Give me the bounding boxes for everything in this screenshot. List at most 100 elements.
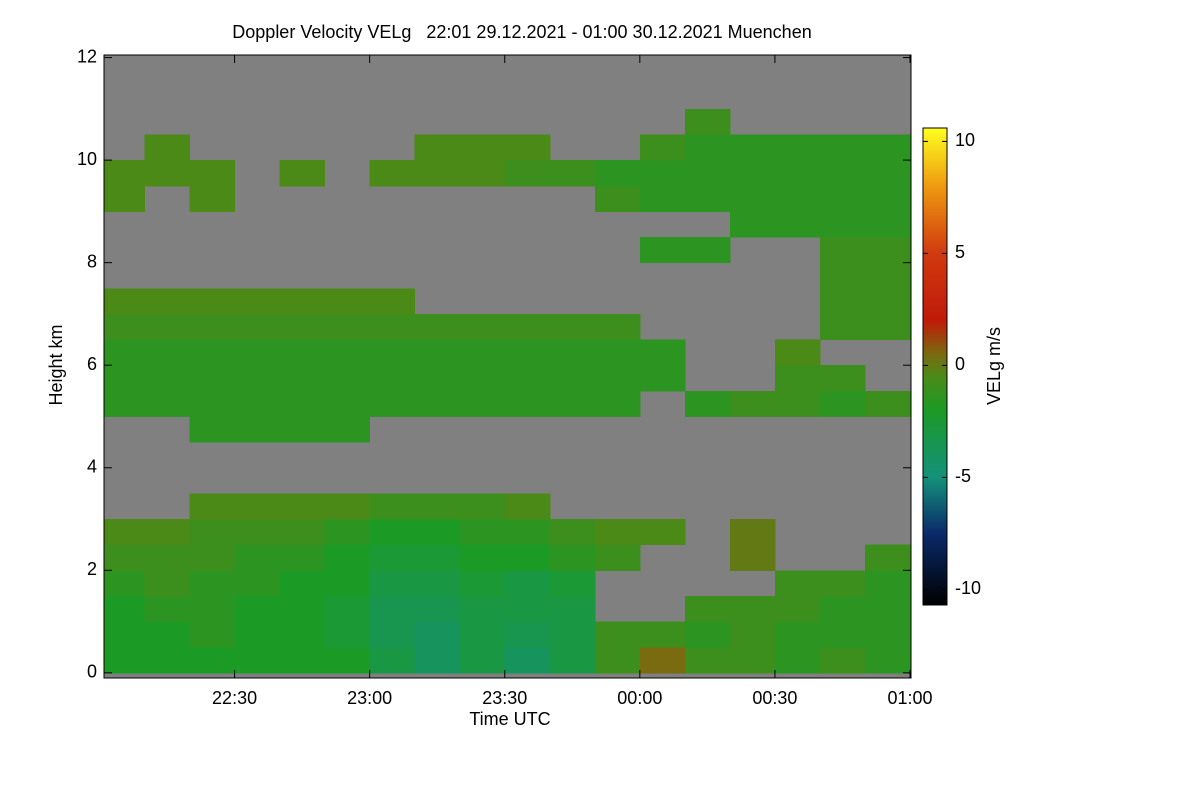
heatmap-cell [189, 339, 236, 366]
heatmap-cell [639, 339, 686, 366]
heatmap-cell [729, 647, 776, 674]
heatmap-cell [459, 647, 506, 674]
x-tick-label: 01:00 [887, 688, 932, 708]
plot-frame [103, 54, 912, 679]
x-tick-label: 23:00 [347, 688, 392, 708]
heatmap-cell [414, 160, 461, 187]
heatmap-cell [459, 390, 506, 417]
heatmap-cell [684, 595, 731, 623]
heatmap-cell [684, 390, 731, 417]
heatmap-cell [639, 365, 686, 392]
heatmap-cell [369, 365, 416, 392]
heatmap-cell [414, 621, 461, 648]
heatmap-cell [279, 160, 326, 187]
heatmap-cell [144, 595, 191, 623]
heatmap-cell [324, 390, 371, 417]
heatmap-cell [144, 160, 191, 187]
chart-title: Doppler Velocity VELg 22:01 29.12.2021 -… [232, 22, 811, 42]
heatmap-cell [279, 595, 326, 623]
heatmap-cell [819, 185, 866, 212]
heatmap-cell [104, 288, 146, 315]
heatmap-cell [144, 570, 191, 597]
y-axis-label: Height km [46, 324, 66, 405]
heatmap-cell [144, 365, 191, 392]
heatmap-cell [684, 160, 731, 187]
heatmap-cell [459, 134, 506, 161]
heatmap-cell [504, 134, 551, 161]
heatmap-cell [504, 313, 551, 341]
heatmap-cell [864, 647, 911, 674]
heatmap-cell [864, 313, 911, 341]
heatmap-cell [549, 647, 596, 674]
heatmap-cell [144, 313, 191, 341]
heatmap-cell [189, 390, 236, 417]
heatmap-cell [414, 365, 461, 392]
heatmap-cell [324, 493, 371, 520]
heatmap-cell [279, 390, 326, 417]
y-tick-label: 0 [87, 662, 97, 682]
heatmap-cell [369, 621, 416, 648]
heatmap-cell [729, 160, 776, 187]
heatmap-cell [189, 288, 236, 315]
heatmap-cell [549, 621, 596, 648]
heatmap-cell [819, 288, 866, 315]
heatmap-cell [504, 160, 551, 187]
heatmap-cell [279, 313, 326, 341]
y-tick-label: 2 [87, 559, 97, 579]
heatmap-cell [234, 390, 281, 417]
heatmap-cell [234, 544, 281, 571]
heatmap-cell [459, 365, 506, 392]
heatmap-cell [864, 237, 911, 264]
heatmap-cell [459, 493, 506, 520]
heatmap-cell [639, 134, 686, 161]
heatmap-cell [729, 211, 776, 238]
heatmap-cell [189, 621, 236, 648]
heatmap-cell [234, 595, 281, 623]
heatmap-cell [594, 339, 641, 366]
heatmap-cell [459, 595, 506, 623]
heatmap-cell [504, 544, 551, 571]
heatmap-cell [864, 621, 911, 648]
heatmap-cell [324, 595, 371, 623]
heatmap-cell [189, 416, 236, 443]
heatmap-cell [459, 339, 506, 366]
heatmap-cell [774, 134, 821, 161]
heatmap-cell [324, 519, 371, 546]
heatmap-cell [594, 647, 641, 674]
heatmap-cell [234, 416, 281, 443]
heatmap-cell [594, 160, 641, 187]
heatmap-cell [819, 313, 866, 341]
heatmap-cell [684, 134, 731, 161]
heatmap-cell [504, 570, 551, 597]
heatmap-cell [864, 544, 911, 571]
heatmap-cell [864, 288, 911, 315]
heatmap-cell [144, 519, 191, 546]
heatmap-cell [104, 160, 146, 187]
heatmap-cell [729, 595, 776, 623]
heatmap-cell [414, 390, 461, 417]
heatmap-cell [279, 365, 326, 392]
y-tick-label: 10 [77, 149, 97, 169]
heatmap-cell [864, 160, 911, 187]
heatmap-cell [504, 339, 551, 366]
heatmap-cell [594, 390, 641, 417]
heatmap-cell [279, 339, 326, 366]
heatmap-cell [369, 570, 416, 597]
heatmap-cell [864, 185, 911, 212]
heatmap-cell [234, 493, 281, 520]
heatmap-cell [144, 390, 191, 417]
heatmap-cell [864, 390, 911, 417]
heatmap-cell [104, 621, 146, 648]
heatmap-cell [234, 519, 281, 546]
y-tick-label: 8 [87, 251, 97, 271]
heatmap-cell [594, 365, 641, 392]
heatmap-cell [324, 544, 371, 571]
heatmap-cell [279, 621, 326, 648]
x-tick-label: 23:30 [482, 688, 527, 708]
heatmap-cell [819, 647, 866, 674]
heatmap-cell [414, 339, 461, 366]
heatmap-cell [144, 621, 191, 648]
heatmap-cell [144, 339, 191, 366]
colorbar [922, 127, 948, 606]
heatmap-cell [774, 339, 821, 366]
